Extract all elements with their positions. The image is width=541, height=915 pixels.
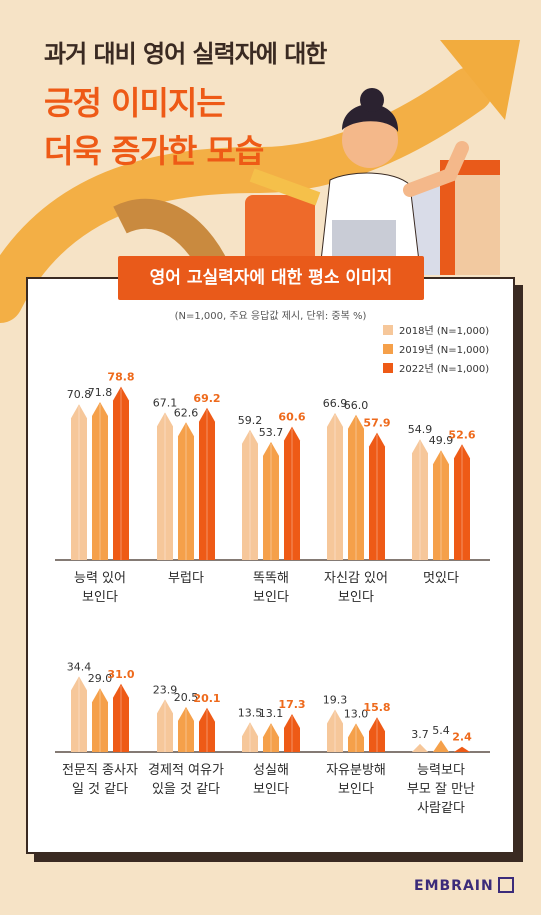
data-label: 29.0	[88, 672, 113, 685]
data-label: 13.1	[259, 707, 284, 720]
bar-2022	[369, 717, 385, 752]
bar-2018	[412, 743, 428, 752]
data-label: 19.3	[323, 694, 348, 707]
headline-line3: 더욱 증가한 모습	[44, 132, 264, 170]
data-label: 60.6	[278, 411, 305, 424]
data-label: 57.9	[363, 417, 390, 430]
bar-2018	[71, 676, 87, 752]
category-label: 보인다	[253, 590, 289, 605]
legend-item-2019: 2019년 (N=1,000)	[383, 339, 489, 358]
bar-2019	[263, 441, 279, 560]
bar-2018	[157, 699, 173, 752]
bar-2022	[199, 707, 215, 752]
data-label: 49.9	[429, 434, 454, 447]
category-label: 부럽다	[168, 571, 204, 586]
category-label: 똑똑해	[253, 571, 289, 586]
bar-2019	[92, 688, 108, 752]
legend-item-2022: 2022년 (N=1,000)	[383, 358, 489, 377]
bar-2019	[348, 723, 364, 752]
category-label: 일 것 같다	[72, 782, 128, 797]
category-label: 보인다	[338, 590, 374, 605]
data-label: 66.9	[323, 397, 348, 410]
data-label: 17.3	[278, 698, 305, 711]
data-label: 54.9	[408, 423, 433, 436]
bar-2018	[242, 722, 258, 752]
brand-logo-text: EMBRAIN	[414, 878, 494, 894]
data-label: 52.6	[448, 428, 475, 441]
category-label: 자신감 있어	[324, 571, 388, 586]
bar-2018	[242, 429, 258, 560]
data-label: 13.5	[238, 706, 263, 719]
category-label: 부모 잘 만난	[407, 782, 475, 797]
bar-2019	[178, 422, 194, 560]
category-label: 전문직 종사자	[62, 763, 138, 778]
data-label: 3.7	[411, 728, 429, 741]
bar-2019	[348, 414, 364, 560]
category-label: 자유분방해	[326, 763, 386, 778]
brand-logo-icon	[498, 877, 514, 893]
category-label: 있을 것 같다	[152, 782, 220, 797]
legend-label: 2019년 (N=1,000)	[399, 345, 490, 356]
data-label: 15.8	[363, 701, 390, 714]
data-label: 13.0	[344, 707, 369, 720]
category-label: 보인다	[253, 782, 289, 797]
bar-2019	[92, 402, 108, 560]
bar-2022	[199, 407, 215, 560]
bar-2018	[157, 412, 173, 560]
data-label: 66.0	[344, 399, 369, 412]
data-label: 67.1	[153, 396, 178, 409]
bar-2019	[433, 740, 449, 752]
bar-2019	[178, 706, 194, 752]
data-label: 62.6	[174, 406, 199, 419]
headline-line1: 과거 대비 영어 실력자에 대한	[44, 40, 327, 68]
bar-2019	[433, 450, 449, 560]
category-label: 보인다	[82, 590, 118, 605]
legend-swatch	[383, 362, 393, 373]
data-label: 2.4	[452, 731, 472, 744]
data-label: 23.9	[153, 683, 178, 696]
data-label: 20.1	[193, 692, 220, 705]
bar-2018	[71, 404, 87, 560]
category-label: 성실해	[253, 763, 289, 778]
category-label: 경제적 여유가	[148, 763, 224, 778]
bar-2022	[284, 426, 300, 560]
data-label: 5.4	[432, 724, 450, 737]
category-label: 능력 있어	[74, 571, 126, 586]
legend: 2018년 (N=1,000) 2019년 (N=1,000) 2022년 (N…	[383, 320, 489, 377]
bar-2018	[412, 439, 428, 560]
bar-2022	[454, 746, 470, 752]
data-label: 34.4	[67, 660, 92, 673]
bar-2018	[327, 412, 343, 560]
category-label: 능력보다	[417, 763, 465, 778]
bar-2022	[454, 444, 470, 560]
bar-2022	[113, 386, 129, 560]
legend-swatch	[383, 343, 393, 354]
category-label: 멋있다	[423, 571, 459, 586]
legend-swatch	[383, 324, 393, 335]
data-label: 78.8	[107, 371, 134, 384]
data-label: 31.0	[107, 668, 134, 681]
bar-2022	[284, 713, 300, 752]
bar-2018	[327, 709, 343, 752]
data-label: 59.2	[238, 414, 263, 427]
bar-2022	[369, 432, 385, 560]
legend-item-2018: 2018년 (N=1,000)	[383, 320, 489, 339]
legend-label: 2018년 (N=1,000)	[399, 326, 490, 337]
chart-title-banner: 영어 고실력자에 대한 평소 이미지	[118, 256, 424, 300]
chart-subtitle: (N=1,000, 주요 응답값 제시, 단위: 중복 %)	[174, 311, 367, 322]
headline-line2: 긍정 이미지는	[44, 84, 226, 122]
legend-label: 2022년 (N=1,000)	[399, 364, 490, 375]
data-label: 53.7	[259, 426, 284, 439]
data-label: 70.8	[67, 388, 92, 401]
category-label: 사람같다	[417, 801, 465, 816]
bar-2019	[263, 723, 279, 752]
data-label: 20.5	[174, 691, 199, 704]
bar-2022	[113, 683, 129, 752]
data-label: 71.8	[88, 386, 113, 399]
chart-panel	[26, 277, 515, 854]
category-label: 보인다	[338, 782, 374, 797]
data-label: 69.2	[193, 392, 220, 405]
